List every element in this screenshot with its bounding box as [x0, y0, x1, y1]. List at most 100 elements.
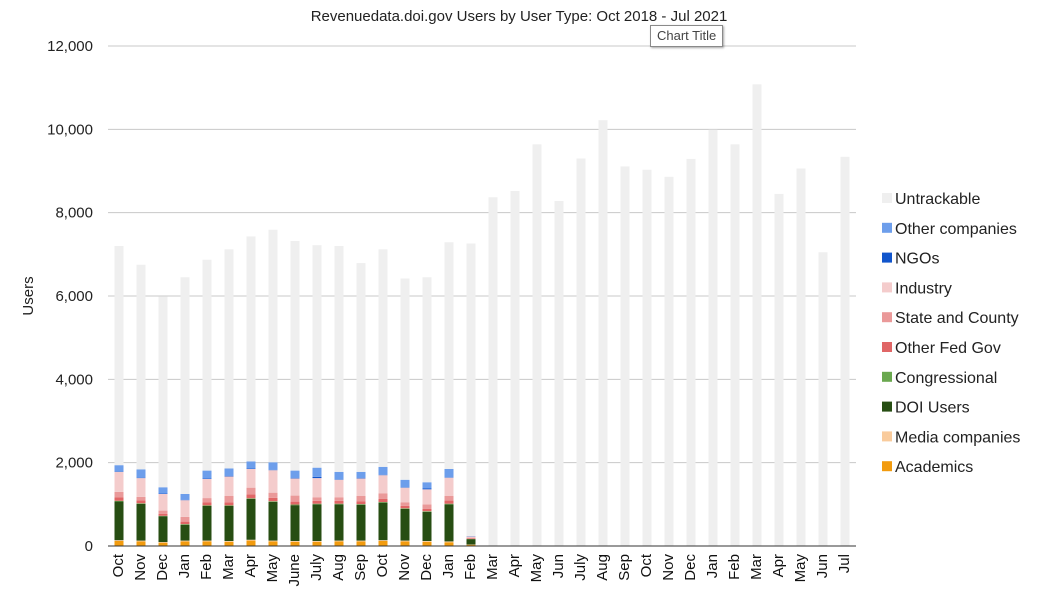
x-tick-label: Oct: [638, 553, 655, 577]
bar-segment-state-and-county: [290, 495, 300, 502]
bar-segment-untrackable: [466, 243, 476, 536]
bar-segment-industry: [312, 478, 322, 498]
bar-segment-state-and-county: [312, 497, 322, 501]
bar-segment-other-companies: [224, 468, 234, 476]
x-tick-label: Sep: [352, 554, 369, 581]
bar-segment-untrackable: [532, 144, 542, 547]
bar-segment-academics: [356, 541, 366, 546]
legend: Untrackable Other companies NGOs Industry St…: [882, 191, 1020, 476]
bar-segment-industry: [444, 477, 454, 496]
bar-segment-untrackable: [752, 84, 762, 546]
bar-segment-industry: [224, 476, 234, 496]
legend-item: Congressional: [882, 370, 997, 387]
bar-segment-other-fed-gov: [422, 508, 432, 512]
bar-segment-media-companies: [290, 541, 300, 542]
bar-segment-untrackable: [356, 263, 366, 472]
bar-segment-untrackable: [444, 242, 454, 469]
bar-segment-congressional: [400, 508, 410, 509]
bar-segment-other-companies: [202, 470, 212, 479]
bar-segment-congressional: [334, 503, 344, 505]
bar-segment-academics: [136, 541, 146, 546]
bar-segment-untrackable: [686, 158, 696, 546]
x-tick-label: Nov: [396, 554, 413, 581]
bar-segment-state-and-county: [378, 493, 388, 499]
legend-label: DOI Users: [895, 400, 970, 417]
bar-segment-other-companies: [136, 469, 146, 478]
bar-segment-doi-users: [312, 504, 322, 541]
bar-segment-doi-users: [246, 498, 256, 540]
bar-segment-other-companies: [312, 467, 322, 477]
bar-segment-untrackable: [620, 166, 630, 546]
y-tick-label: 12,000: [47, 38, 93, 55]
bar-segment-untrackable: [290, 241, 300, 471]
y-tick-label: 10,000: [47, 121, 93, 138]
bar-segment-other-fed-gov: [180, 521, 190, 525]
bar-segment-doi-users: [224, 506, 234, 541]
x-tick-label: Jun: [550, 554, 567, 578]
bar-segment-academics: [466, 544, 476, 546]
bar-segment-doi-users: [180, 524, 190, 541]
legend-label: Other companies: [895, 221, 1017, 238]
bar-segment-other-fed-gov: [466, 538, 476, 539]
y-tick-label: 6,000: [55, 288, 93, 305]
x-tick-label: Nov: [660, 554, 677, 581]
bar-segment-industry: [466, 536, 476, 538]
x-tick-label: Oct: [374, 553, 391, 577]
x-tick-label: Aug: [594, 554, 611, 581]
legend-item: Academics: [882, 459, 973, 476]
bar-segment-untrackable: [488, 197, 498, 546]
x-tick-label: May: [264, 554, 281, 583]
legend-item: DOI Users: [882, 400, 970, 417]
legend-label: Media companies: [895, 429, 1020, 446]
legend-label: Untrackable: [895, 191, 980, 208]
bar-segment-untrackable: [774, 193, 784, 546]
y-tick-label: 0: [85, 538, 93, 555]
bar-segment-untrackable: [136, 264, 146, 470]
x-tick-label: May: [528, 554, 545, 583]
x-tick-label: Feb: [462, 554, 479, 580]
bar-segment-untrackable: [202, 259, 212, 471]
bar-segment-untrackable: [400, 278, 410, 480]
bar-segment-untrackable: [158, 296, 168, 488]
y-axis-ticks: 0 2,000 4,000 6,000 8,000 10,000 12,000: [47, 38, 93, 555]
bar-segment-media-companies: [312, 541, 322, 542]
legend-swatch: [882, 282, 892, 293]
bar-segment-untrackable: [642, 169, 652, 546]
x-axis-ticks: Oct Nov Dec Jan Feb Mar Apr May June July Aug Sep Oc…: [110, 553, 853, 586]
bar-segment-industry: [400, 487, 410, 503]
chart-title: Revenuedata.doi.gov Users by User Type: …: [311, 8, 728, 25]
bar-segment-congressional: [136, 503, 146, 504]
bar-segment-doi-users: [158, 516, 168, 543]
bar-segment-untrackable: [114, 246, 124, 466]
bar-segment-industry: [202, 478, 212, 499]
legend-item: State and County: [882, 310, 1019, 327]
bar-segment-other-fed-gov: [136, 500, 146, 504]
bar-segment-state-and-county: [356, 496, 366, 502]
bar-segment-other-fed-gov: [334, 500, 344, 504]
bar-segment-industry: [136, 478, 146, 497]
bar-segment-doi-users: [356, 504, 366, 541]
x-tick-label: Aug: [330, 554, 347, 581]
x-tick-label: Feb: [726, 554, 743, 580]
x-tick-label: Jul: [836, 554, 853, 573]
bar-segment-state-and-county: [158, 510, 168, 514]
bar-segment-industry: [180, 500, 190, 517]
chart-title-tooltip: Chart Title: [650, 25, 724, 47]
bar-segment-media-companies: [202, 540, 212, 542]
bar-segment-academics: [400, 541, 410, 546]
bar-segment-untrackable: [664, 176, 674, 547]
bar-segment-academics: [224, 541, 234, 546]
bar-segment-other-fed-gov: [246, 494, 256, 499]
bar-segment-untrackable: [180, 277, 190, 494]
bar-segment-academics: [202, 541, 212, 546]
bar-segment-congressional: [312, 503, 322, 505]
bar-segment-other-fed-gov: [224, 502, 234, 506]
x-tick-label: Dec: [418, 554, 435, 581]
legend-label: Academics: [895, 459, 973, 476]
legend-swatch: [882, 312, 892, 323]
bar-segment-untrackable: [708, 129, 718, 546]
bar-segment-academics: [114, 541, 124, 546]
legend-item: NGOs: [882, 251, 939, 268]
bar-segment-other-companies: [114, 465, 124, 472]
bar-segment-untrackable: [598, 120, 608, 547]
